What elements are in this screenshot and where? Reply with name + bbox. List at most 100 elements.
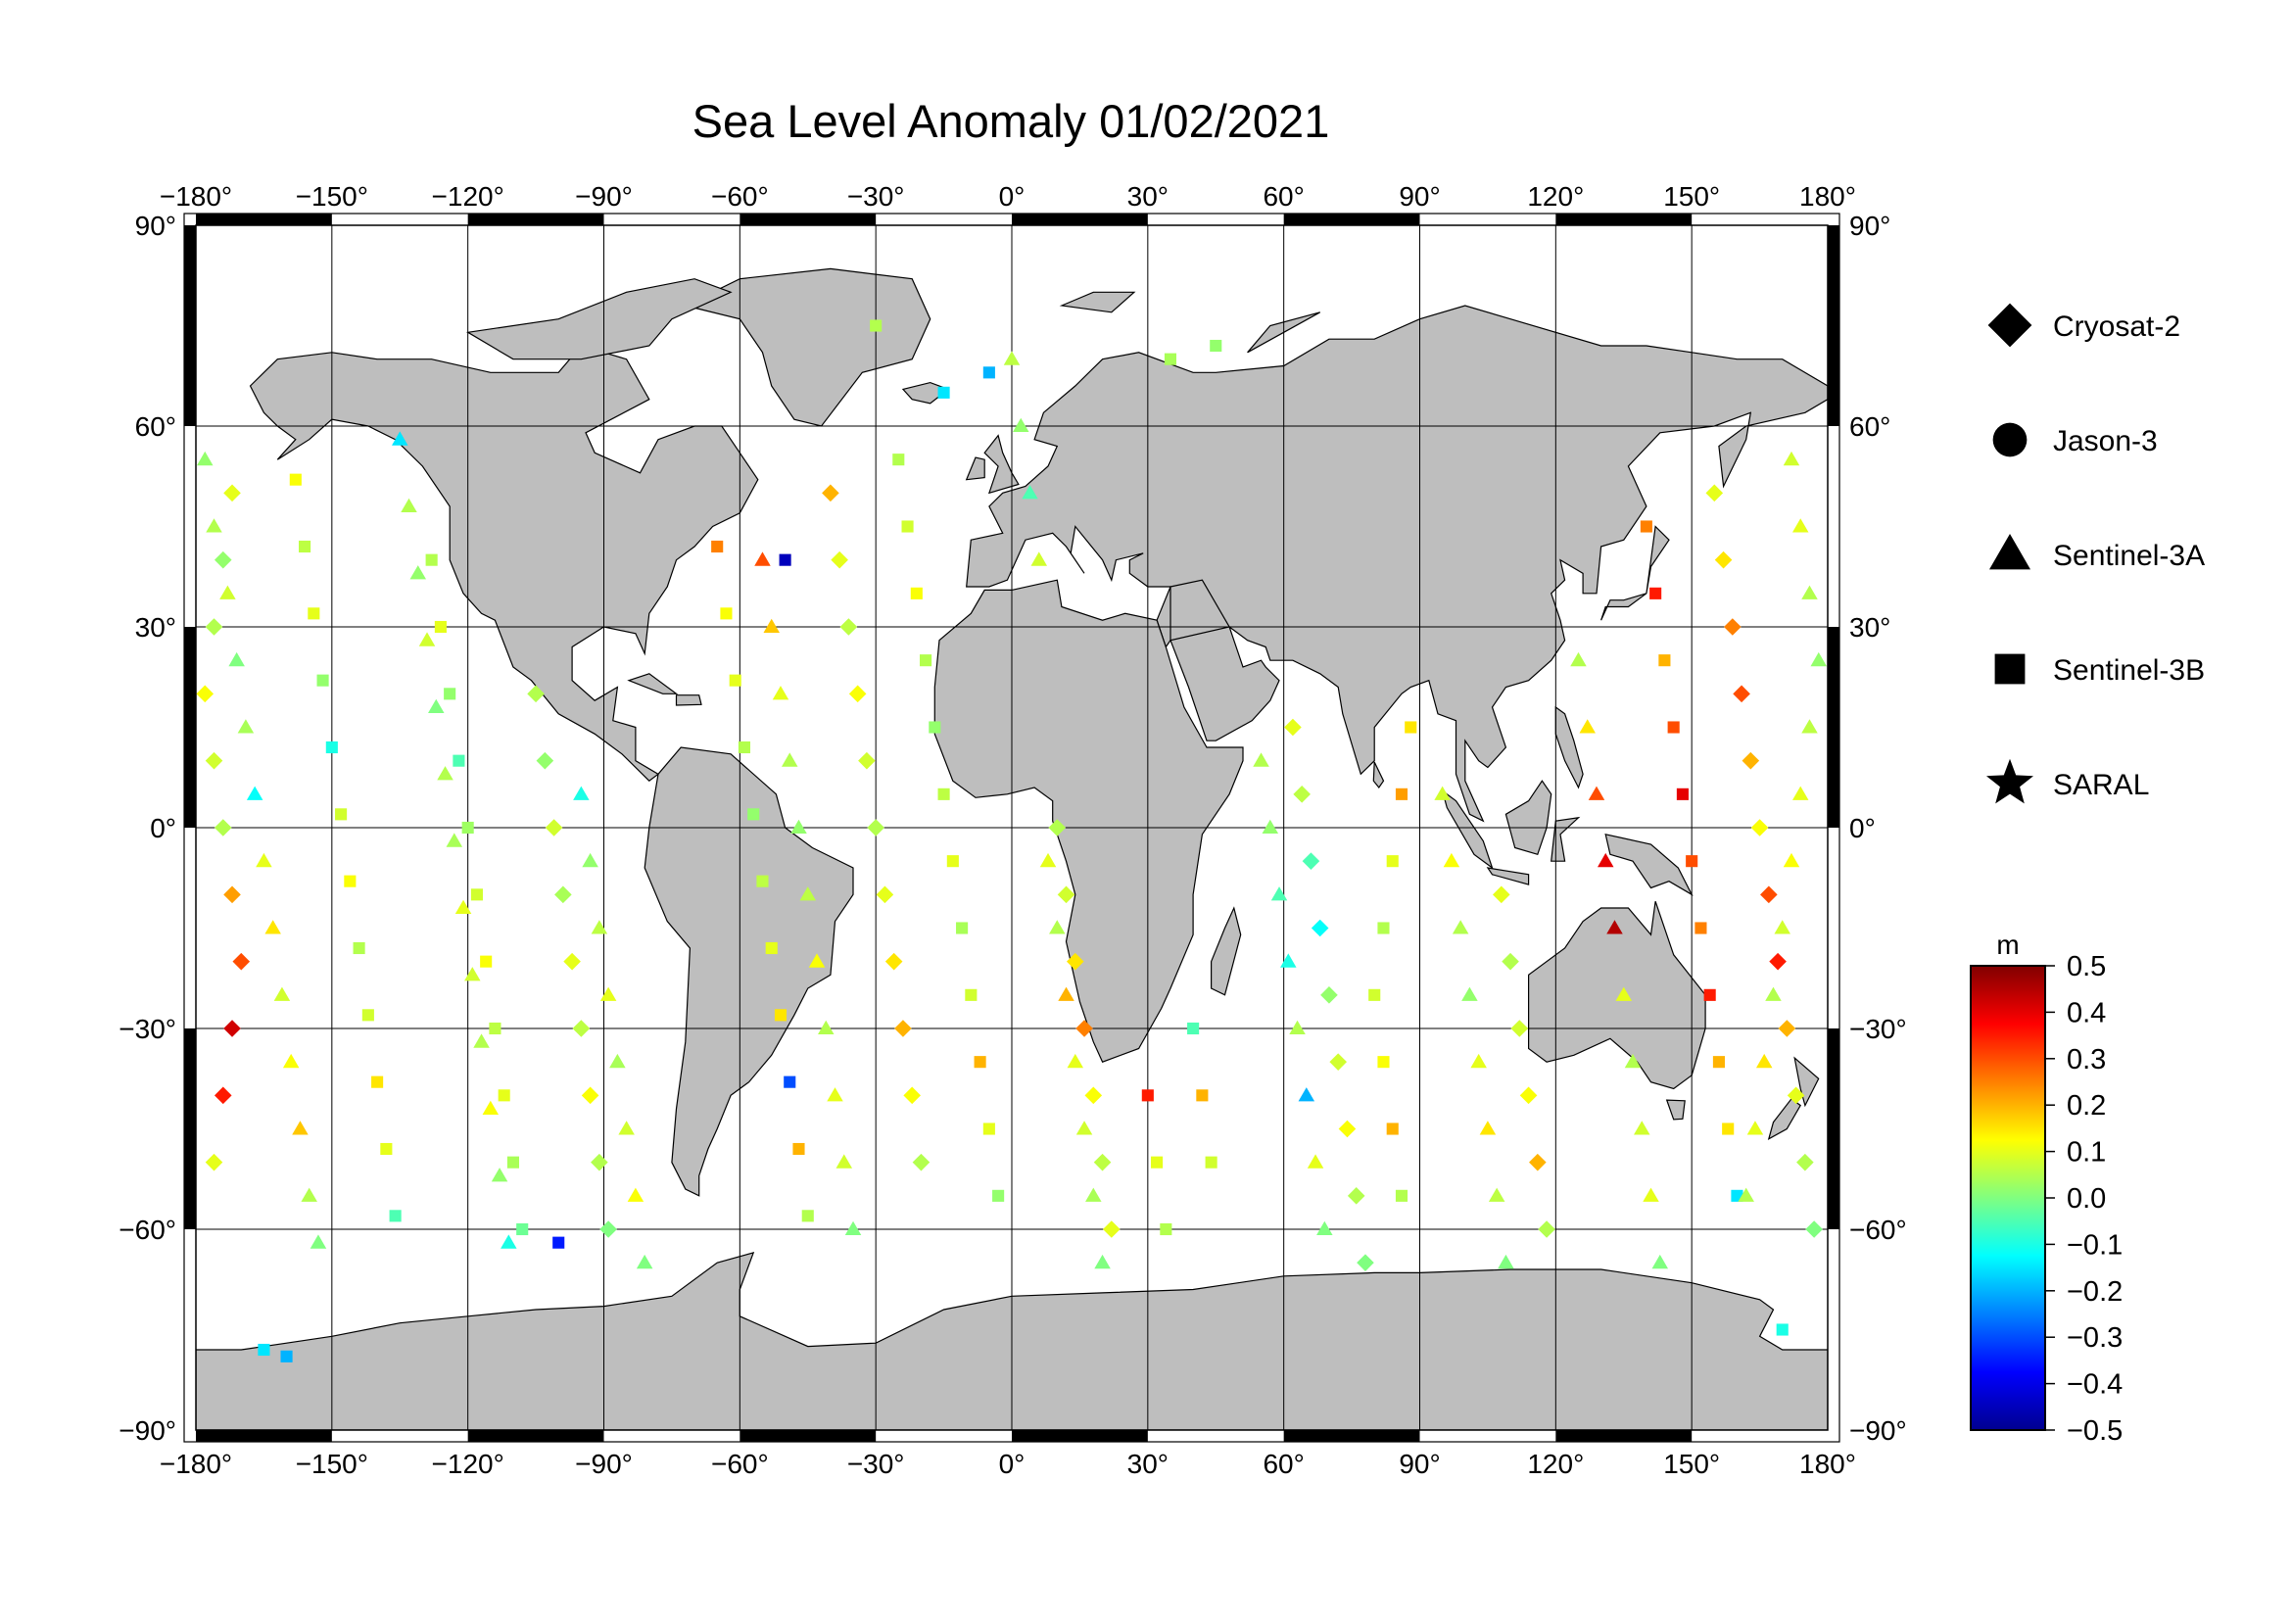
lon-tick-label-bottom: 0°: [999, 1449, 1026, 1479]
sla-point: [901, 520, 914, 533]
sla-point: [618, 1121, 635, 1135]
sla-point: [903, 1086, 921, 1105]
sla-point: [232, 952, 251, 971]
legend-item: Jason-3: [1992, 422, 2158, 457]
sla-point: [822, 484, 839, 502]
sla-point: [446, 833, 463, 847]
colorbar-tick-label: 0.1: [2067, 1137, 2106, 1169]
sla-point: [1769, 952, 1787, 971]
lon-tick-label-top: 150°: [1663, 181, 1720, 212]
sla-point: [1724, 618, 1742, 636]
sla-point: [929, 721, 941, 734]
lon-tick-label-top: 0°: [999, 181, 1026, 212]
sla-point: [453, 754, 465, 767]
sla-point: [1705, 484, 1724, 502]
lat-tick-label-right: −90°: [1849, 1415, 1907, 1446]
sla-point: [1667, 721, 1680, 734]
sla-point: [1643, 1187, 1659, 1202]
sla-point: [1615, 986, 1632, 1001]
sla-point: [401, 498, 417, 513]
sla-point: [1479, 1121, 1497, 1135]
lon-tick-label-bottom: 150°: [1663, 1449, 1720, 1479]
sla-point: [1658, 654, 1671, 667]
colorbar-tick-label: −0.2: [2067, 1276, 2123, 1308]
sla-point: [1164, 353, 1177, 365]
sla-point: [1066, 952, 1084, 971]
sla-point: [1579, 719, 1596, 734]
lon-tick-label-bottom: −150°: [296, 1449, 368, 1479]
sla-point: [1787, 1086, 1805, 1105]
sla-point: [1640, 520, 1652, 533]
frame-bar-bottom: [1555, 1430, 1693, 1442]
colorbar-tick-label: 0.0: [2067, 1183, 2106, 1215]
sla-point: [1320, 986, 1338, 1004]
colorbar-tick-label: 0.3: [2067, 1044, 2106, 1075]
sla-point: [1368, 988, 1381, 1001]
legend-star-icon: [1986, 758, 2033, 804]
sla-point: [308, 607, 320, 620]
sla-point: [1776, 1323, 1789, 1336]
sla-point: [1262, 819, 1279, 835]
frame-bar-top: [196, 214, 332, 225]
sla-point: [1714, 550, 1733, 569]
colorbar-tick-label: −0.1: [2067, 1229, 2123, 1261]
sla-point: [196, 685, 215, 703]
sla-point: [627, 1187, 644, 1202]
lon-tick-label-bottom: −180°: [160, 1449, 232, 1479]
sla-point: [371, 1075, 384, 1088]
sla-point: [772, 686, 789, 700]
sla-point: [1094, 1254, 1111, 1269]
sla-point: [1529, 1153, 1547, 1171]
sla-point: [756, 875, 769, 887]
sla-point: [1386, 855, 1399, 868]
land-new-zealand-north: [1793, 1056, 1820, 1108]
land-new-guinea: [1604, 834, 1694, 896]
sla-point: [831, 550, 848, 569]
sla-point: [1774, 920, 1790, 934]
colorbar: m 0.5 0.4 0.3 0.2 0.1 0.0 −0.1 −0.2 −0.3 −0.4 −0.5: [1970, 930, 2123, 1447]
sla-point: [491, 1168, 508, 1182]
sla-point: [1810, 651, 1827, 667]
sla-point: [428, 698, 445, 714]
legend-label: Jason-3: [2053, 425, 2158, 457]
sla-point: [1461, 986, 1478, 1001]
sla-point: [223, 885, 241, 904]
land-sri-lanka: [1372, 761, 1385, 789]
sla-point: [1160, 1222, 1172, 1236]
land-greenland: [684, 267, 931, 427]
sla-point: [1755, 1053, 1773, 1069]
sla-point: [1270, 886, 1288, 901]
sla-point: [982, 366, 995, 379]
lon-tick-label-bottom: −90°: [575, 1449, 633, 1479]
sla-point: [1783, 451, 1800, 466]
sla-point: [790, 819, 807, 835]
sla-point: [1210, 339, 1222, 353]
sla-point: [636, 1254, 653, 1269]
sla-point: [344, 875, 357, 887]
land-svalbard: [1059, 291, 1136, 313]
sla-point: [316, 674, 329, 687]
sla-point: [425, 553, 438, 566]
lat-tick-label-right: 30°: [1849, 612, 1890, 643]
frame-bar-right: [1828, 627, 1839, 828]
sla-point: [545, 819, 563, 836]
legend-label: Sentinel-3A: [2053, 540, 2205, 572]
sla-point: [876, 885, 894, 904]
sla-point: [280, 1350, 293, 1362]
sla-point: [437, 766, 453, 781]
legend-label: Cryosat-2: [2053, 310, 2180, 343]
lat-tick-label-left: 30°: [135, 612, 176, 643]
sla-point: [779, 553, 791, 566]
lon-tick-label-bottom: 90°: [1399, 1449, 1440, 1479]
sla-point: [470, 888, 483, 901]
frame-bar-top: [740, 214, 877, 225]
sla-point: [1493, 885, 1510, 904]
sla-point: [325, 740, 338, 754]
sla-point: [808, 953, 826, 968]
sla-point: [527, 685, 545, 703]
sla-point: [1093, 1153, 1112, 1171]
sla-point: [1057, 885, 1075, 904]
frame-bar-left: [184, 627, 196, 828]
lon-tick-label-bottom: −60°: [711, 1449, 769, 1479]
